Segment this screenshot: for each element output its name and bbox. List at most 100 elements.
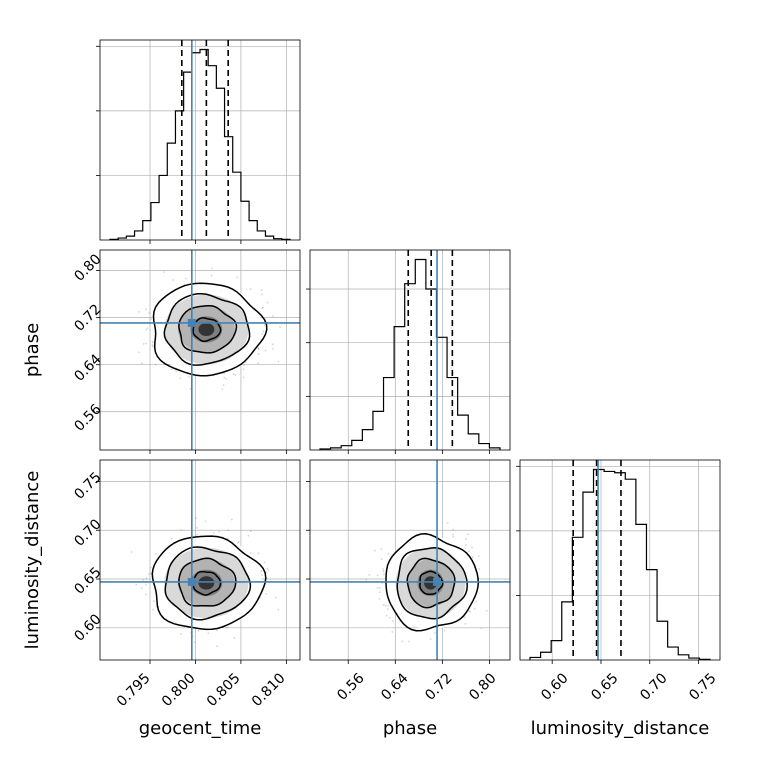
y-axis-label-phase: phase xyxy=(22,323,43,377)
truth-marker xyxy=(187,577,196,586)
scatter-point xyxy=(381,582,384,585)
scatter-point xyxy=(184,277,187,280)
scatter-point xyxy=(230,518,233,521)
scatter-point xyxy=(387,553,390,555)
scatter-point xyxy=(144,583,147,586)
contour-line xyxy=(152,282,268,377)
contour-line xyxy=(164,546,252,621)
scatter-point xyxy=(467,533,469,536)
scatter-point xyxy=(261,293,263,296)
scatter-point xyxy=(193,641,196,644)
scatter-point xyxy=(452,533,454,536)
scatter-point xyxy=(469,610,472,613)
scatter-point xyxy=(373,549,376,552)
scatter-point xyxy=(189,387,192,390)
scatter-point xyxy=(141,362,143,365)
scatter-point xyxy=(266,301,269,304)
scatter-point xyxy=(429,638,432,640)
truth-marker xyxy=(433,577,442,586)
scatter-point xyxy=(471,556,474,559)
scatter-point xyxy=(179,377,182,380)
scatter-point xyxy=(148,573,150,575)
scatter-point xyxy=(195,517,197,520)
scatter-point xyxy=(140,587,143,590)
scatter-point xyxy=(145,342,148,345)
scatter-point xyxy=(257,347,260,350)
density-geocent-time-vs-phase-panel xyxy=(96,249,301,454)
scatter-point xyxy=(135,583,138,586)
scatter-point xyxy=(210,274,213,277)
x-tick-labels-luminosity-distance: 0.60 0.65 0.70 0.75 xyxy=(538,670,719,703)
contour-line xyxy=(178,557,237,607)
scatter-point xyxy=(218,530,220,533)
contour-line xyxy=(192,317,222,343)
scatter-point xyxy=(385,614,388,617)
density-content xyxy=(310,460,510,660)
scatter-point xyxy=(151,344,154,346)
x-tick-label: 0.800 xyxy=(159,670,199,710)
scatter-point xyxy=(236,276,239,279)
scatter-point xyxy=(267,569,270,572)
scatter-point xyxy=(261,307,264,309)
scatter-point xyxy=(242,376,245,379)
contour-line xyxy=(406,557,456,609)
scatter-point xyxy=(443,629,446,632)
scatter-point xyxy=(478,568,480,570)
scatter-point xyxy=(145,308,147,311)
scatter-point xyxy=(407,640,410,643)
scatter-point xyxy=(249,288,252,290)
scatter-point xyxy=(257,552,260,555)
panel-frame xyxy=(99,249,301,451)
panel-frame xyxy=(309,459,511,661)
scatter-point xyxy=(391,620,394,622)
scatter-point xyxy=(144,593,147,596)
scatter-point xyxy=(277,360,280,363)
truth-marker xyxy=(187,318,196,327)
x-tick-label: 0.60 xyxy=(538,670,571,703)
scatter-point xyxy=(391,631,394,633)
scatter-point xyxy=(243,364,245,367)
scatter-point xyxy=(260,289,263,292)
scatter-point xyxy=(172,279,175,281)
density-geocent-time-vs-luminosity-distance-panel xyxy=(96,459,301,664)
scatter-point xyxy=(137,351,140,354)
scatter-point xyxy=(247,534,250,537)
scatter-point xyxy=(216,629,219,632)
scatter-point xyxy=(196,526,198,529)
scatter-point xyxy=(464,616,466,619)
scatter-point xyxy=(249,530,252,532)
scatter-point xyxy=(274,596,277,599)
density-content xyxy=(100,250,300,450)
density-content xyxy=(100,460,300,660)
hist-luminosity-distance-panel xyxy=(516,459,721,664)
scatter-point xyxy=(382,570,385,572)
panel-frame xyxy=(99,39,301,241)
scatter-point xyxy=(261,333,264,335)
scatter-point xyxy=(242,368,245,371)
scatter-point xyxy=(145,329,148,331)
x-tick-labels-geocent-time: 0.795 0.800 0.805 0.810 xyxy=(114,670,289,710)
scatter-point xyxy=(146,327,149,330)
scatter-point xyxy=(232,373,235,376)
scatter-point xyxy=(207,632,210,635)
scatter-point xyxy=(380,547,383,550)
scatter-point xyxy=(150,318,153,320)
scatter-point xyxy=(153,600,155,603)
scatter-point xyxy=(388,616,391,619)
scatter-point xyxy=(465,543,467,546)
scatter-point xyxy=(170,537,173,540)
scatter-point xyxy=(226,626,229,629)
scatter-point xyxy=(142,342,145,345)
scatter-point xyxy=(188,376,190,378)
scatter-point xyxy=(386,608,389,610)
scatter-point xyxy=(368,573,371,576)
contour-line xyxy=(396,547,468,620)
scatter-point xyxy=(261,574,263,577)
scatter-point xyxy=(249,552,252,554)
scatter-point xyxy=(265,592,268,595)
x-tick-label: 0.56 xyxy=(334,670,367,703)
scatter-point xyxy=(148,312,150,314)
scatter-point xyxy=(464,623,467,625)
scatter-point xyxy=(263,324,266,326)
panel-frame xyxy=(309,249,511,451)
